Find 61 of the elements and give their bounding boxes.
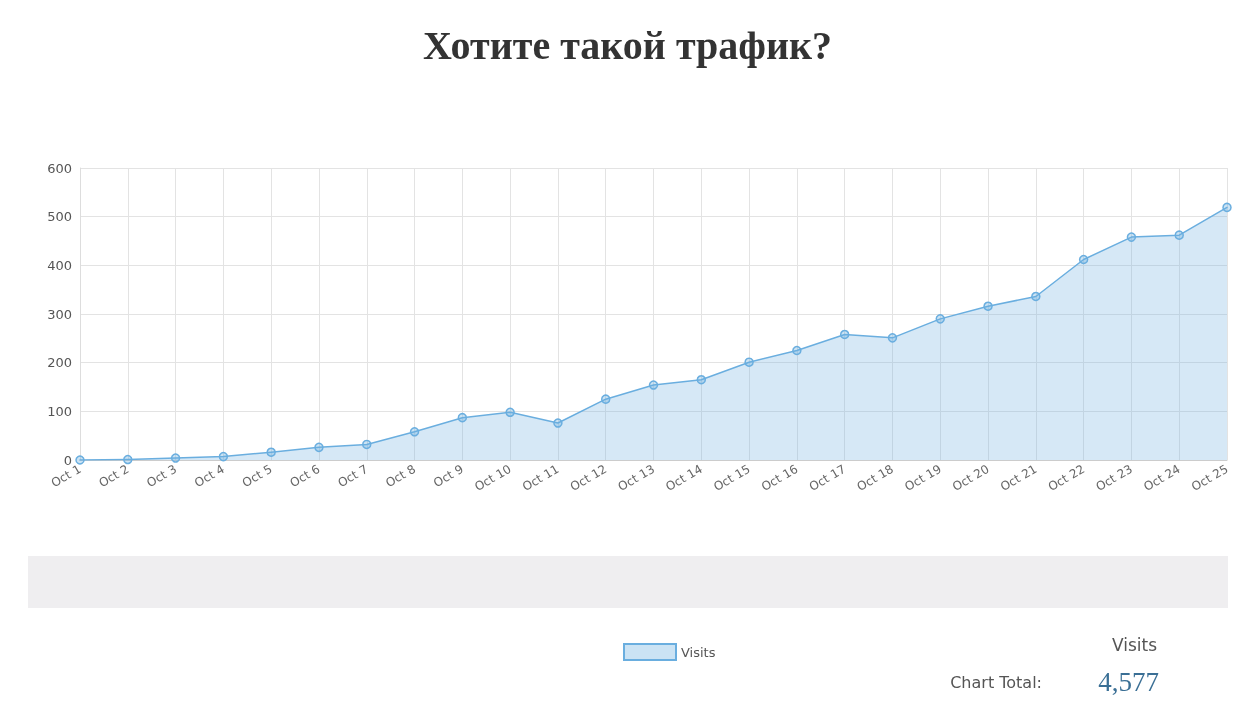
x-tick-label: Oct 23 bbox=[1093, 461, 1135, 494]
x-tick-label: Oct 4 bbox=[192, 461, 227, 491]
x-tick-label: Oct 5 bbox=[239, 461, 275, 491]
point bbox=[792, 345, 802, 356]
x-tick-label: Oct 19 bbox=[902, 461, 944, 494]
point bbox=[983, 301, 993, 311]
point bbox=[266, 447, 276, 457]
x-tick-label: Oct 16 bbox=[758, 461, 801, 494]
point bbox=[505, 407, 515, 418]
text: Chart Total: bbox=[950, 672, 1042, 692]
x-tick-label: Oct 21 bbox=[997, 461, 1040, 494]
point bbox=[457, 412, 468, 423]
point bbox=[75, 455, 85, 465]
y-tick-label: 500 bbox=[47, 209, 72, 225]
point bbox=[1031, 291, 1041, 302]
point bbox=[362, 439, 372, 450]
point bbox=[600, 394, 611, 404]
x-tick-label: Oct 6 bbox=[287, 461, 323, 491]
legend-label: Visits bbox=[681, 644, 716, 660]
y-tick-label: 300 bbox=[47, 306, 72, 322]
point bbox=[170, 453, 181, 463]
y-tick-label: 0 bbox=[63, 452, 72, 468]
x-tick-label: Oct 9 bbox=[430, 461, 466, 491]
point bbox=[314, 442, 324, 453]
x-tick-label: Oct 8 bbox=[383, 461, 419, 491]
x-tick-label: Oct 15 bbox=[711, 461, 753, 494]
x-tick-label: Oct 2 bbox=[96, 461, 132, 491]
point bbox=[744, 357, 754, 367]
y-tick-label: 100 bbox=[47, 403, 72, 419]
x-tick-label: Oct 12 bbox=[567, 461, 610, 494]
x-tick-label: Oct 22 bbox=[1045, 461, 1088, 494]
x-tick-label: Oct 14 bbox=[663, 461, 705, 494]
point bbox=[123, 454, 133, 465]
x-tick-label: Oct 17 bbox=[806, 461, 849, 494]
x-tick-label: Oct 13 bbox=[615, 461, 657, 494]
point bbox=[218, 451, 229, 462]
chart-title: Хотите такой трафик? bbox=[422, 22, 833, 68]
point bbox=[648, 380, 659, 390]
point bbox=[935, 314, 945, 324]
point bbox=[696, 374, 707, 385]
x-tick-label: Oct 7 bbox=[335, 461, 371, 491]
x-tick-label: Oct 18 bbox=[854, 461, 896, 494]
x-tick-label: Oct 11 bbox=[519, 461, 562, 494]
point bbox=[1078, 254, 1089, 265]
point bbox=[839, 329, 850, 340]
y-tick-label: 400 bbox=[47, 257, 72, 273]
x-tick-label: Oct 10 bbox=[472, 461, 514, 494]
x-tick-label: Oct 3 bbox=[144, 461, 180, 491]
point bbox=[409, 427, 420, 437]
point bbox=[1126, 232, 1137, 242]
y-tick-label: 200 bbox=[47, 355, 72, 371]
text: Visits bbox=[1111, 634, 1158, 655]
x-tick-label: Oct 25 bbox=[1189, 461, 1231, 494]
point bbox=[1222, 202, 1232, 213]
y-tick-label: 600 bbox=[47, 160, 72, 176]
point bbox=[887, 333, 898, 343]
text: 4,577 bbox=[1098, 666, 1159, 697]
x-tick-label: Oct 24 bbox=[1141, 461, 1183, 494]
x-tick-label: Oct 20 bbox=[950, 461, 992, 494]
point bbox=[553, 418, 563, 428]
point bbox=[1174, 230, 1184, 240]
